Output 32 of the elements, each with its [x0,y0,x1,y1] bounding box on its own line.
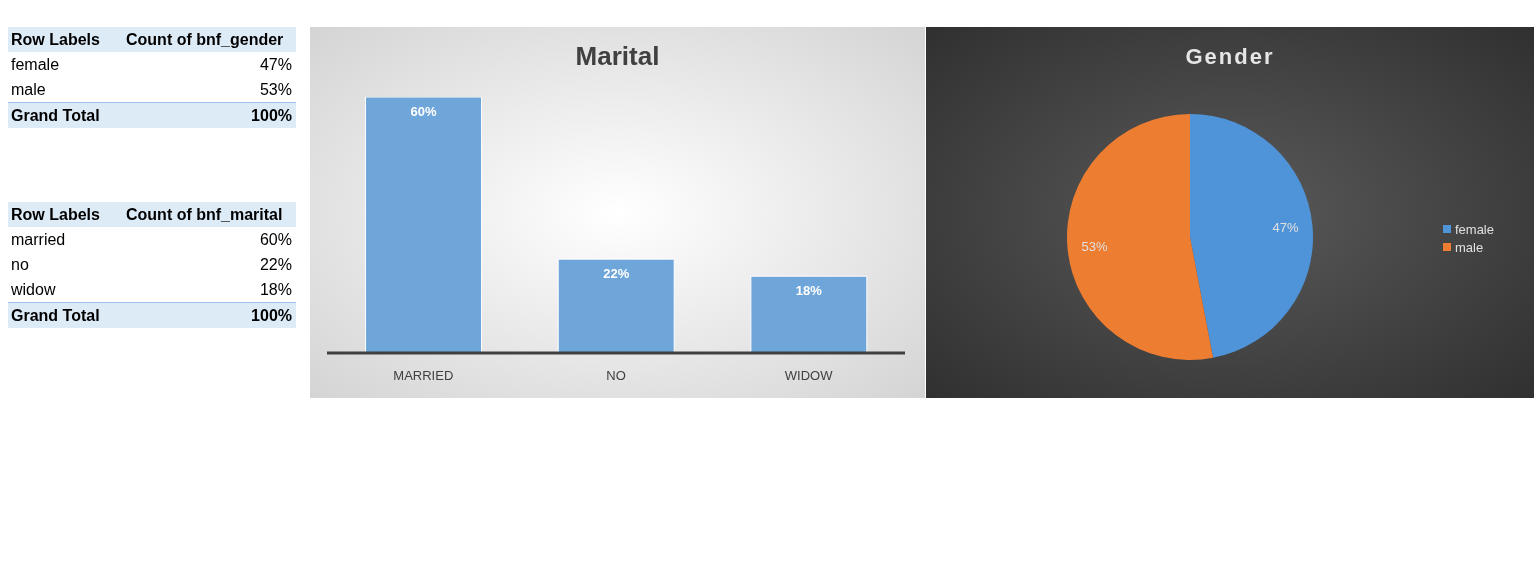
legend-label: male [1454,239,1484,255]
text: Count of bnf_marital [126,205,284,224]
category-label: married [10,230,67,249]
data-label: 22% [603,266,630,282]
text: 22% [259,255,292,273]
legend-label: female [1454,221,1494,237]
x-tick-label: NO [606,368,626,384]
data-label: 60% [410,104,437,120]
text: Count of bnf_gender [126,30,285,49]
x-tick-label: WIDOW [784,368,834,384]
text: 60% [259,230,292,248]
category-label: Grand Total [10,106,101,125]
chart-title: Marital [574,41,661,72]
text: Row Labels [10,205,101,224]
text: 18% [259,280,292,298]
data-label: 47% [1272,220,1299,236]
text: 100% [251,306,292,324]
chart-title: Gender [1184,44,1276,70]
pie-slice [1067,114,1214,360]
category-label: female [10,55,61,74]
category-label: no [10,255,30,274]
category-label: Grand Total [10,306,101,325]
data-label: 53% [1081,238,1108,254]
x-tick-label: MARRIED [393,368,454,384]
text: 53% [259,80,292,98]
text: 100% [251,106,292,124]
category-label: widow [10,280,57,299]
text: Row Labels [10,30,101,49]
data-label: 18% [795,283,823,299]
pie-slice [1190,114,1313,358]
category-label: male [10,80,47,99]
text: 47% [259,55,292,73]
